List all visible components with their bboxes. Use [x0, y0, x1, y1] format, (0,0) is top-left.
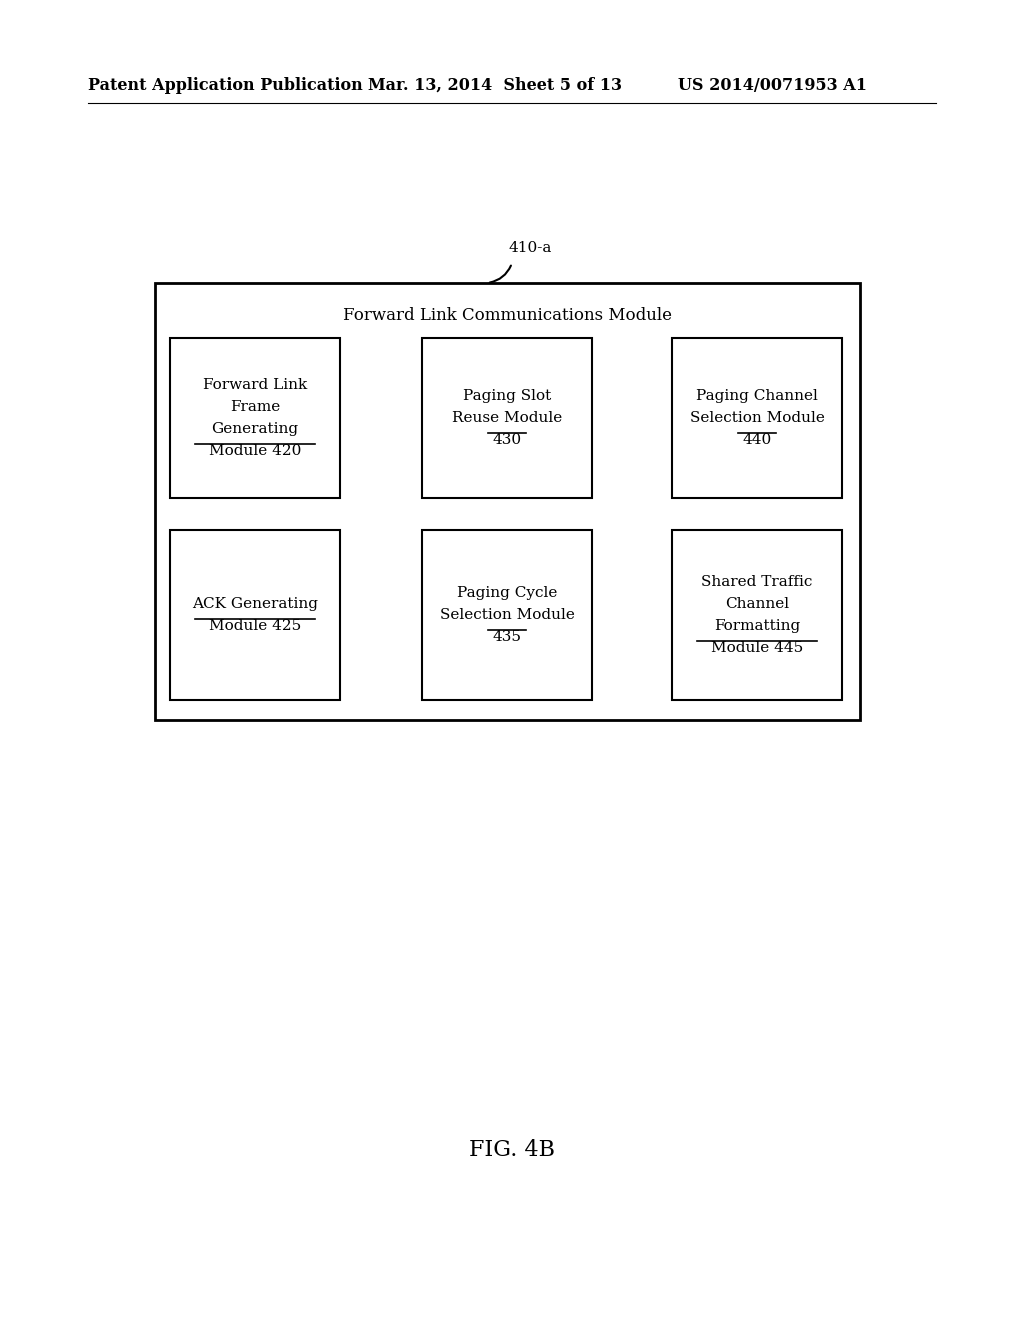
Text: Paging Slot: Paging Slot — [463, 389, 551, 403]
Bar — [155, 282, 860, 719]
Text: Frame: Frame — [229, 400, 281, 414]
Bar — [422, 338, 592, 498]
Bar — [422, 531, 592, 700]
Text: Selection Module: Selection Module — [689, 411, 824, 425]
Text: 440: 440 — [742, 433, 772, 447]
Text: Module 425: Module 425 — [209, 619, 301, 634]
Text: 430: 430 — [493, 433, 521, 447]
Bar — [672, 531, 842, 700]
Text: Paging Channel: Paging Channel — [696, 389, 818, 403]
Bar — [672, 338, 842, 498]
Text: Module 420: Module 420 — [209, 444, 301, 458]
Text: Forward Link Communications Module: Forward Link Communications Module — [343, 306, 672, 323]
Text: Selection Module: Selection Module — [439, 609, 574, 622]
Text: Paging Cycle: Paging Cycle — [457, 586, 557, 601]
Text: Shared Traffic: Shared Traffic — [701, 576, 813, 589]
Text: Generating: Generating — [211, 422, 299, 436]
Text: Patent Application Publication: Patent Application Publication — [88, 77, 362, 94]
Bar — [170, 338, 340, 498]
Text: FIG. 4B: FIG. 4B — [469, 1139, 555, 1162]
Text: 410-a: 410-a — [508, 242, 552, 255]
Text: Formatting: Formatting — [714, 619, 800, 634]
Text: Reuse Module: Reuse Module — [452, 411, 562, 425]
Text: US 2014/0071953 A1: US 2014/0071953 A1 — [678, 77, 867, 94]
Text: ACK Generating: ACK Generating — [193, 597, 318, 611]
Text: Mar. 13, 2014  Sheet 5 of 13: Mar. 13, 2014 Sheet 5 of 13 — [368, 77, 622, 94]
Text: Module 445: Module 445 — [711, 642, 803, 655]
Text: 435: 435 — [493, 630, 521, 644]
Text: Channel: Channel — [725, 597, 790, 611]
Text: Forward Link: Forward Link — [203, 378, 307, 392]
Bar — [170, 531, 340, 700]
